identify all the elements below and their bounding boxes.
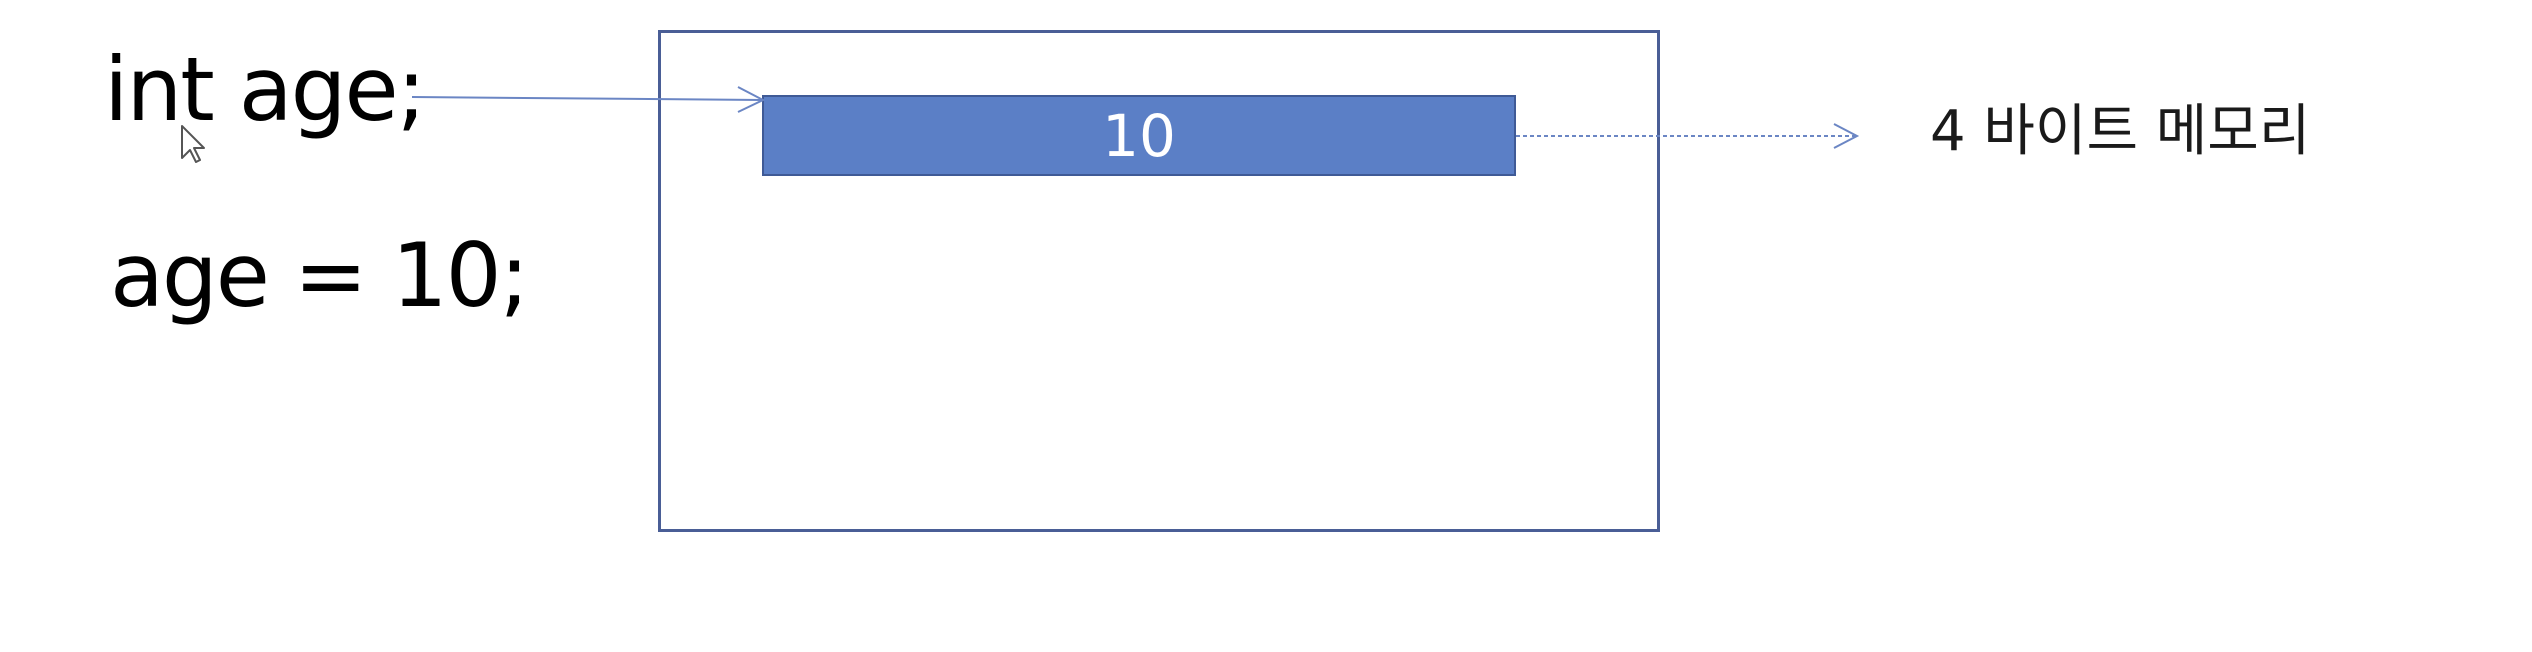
code-declaration: int age; (104, 38, 426, 141)
memory-frame (658, 30, 1660, 532)
memory-cell: 10 (762, 95, 1516, 176)
code-assignment: age = 10; (110, 224, 529, 327)
memory-size-label: 4 바이트 메모리 (1930, 99, 2311, 164)
memory-cell-value: 10 (1102, 101, 1176, 170)
